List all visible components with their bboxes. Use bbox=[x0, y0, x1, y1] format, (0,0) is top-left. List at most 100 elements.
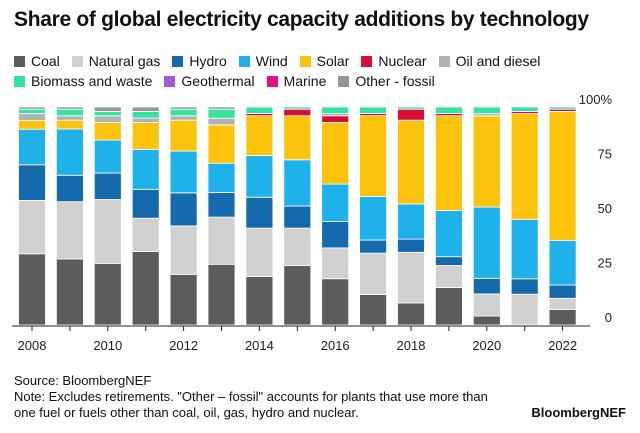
y-tick-label: 75 bbox=[598, 147, 612, 162]
bar-segment bbox=[283, 265, 312, 326]
bar-segment bbox=[131, 188, 160, 219]
bar-segment bbox=[56, 201, 84, 260]
source-note: Source: BloombergNEF bbox=[14, 373, 152, 388]
y-tick-label: 100% bbox=[579, 92, 613, 107]
bar-segment bbox=[169, 115, 198, 121]
bar-segment bbox=[169, 273, 198, 326]
bar-segment bbox=[472, 293, 501, 317]
x-tick-label: 2018 bbox=[397, 338, 426, 353]
x-tick-label: 2008 bbox=[18, 338, 47, 353]
bar-segment bbox=[510, 106, 539, 112]
bar-segment bbox=[131, 148, 160, 190]
bar-segment bbox=[93, 106, 122, 112]
legend-swatch bbox=[361, 55, 373, 67]
bar-segment bbox=[397, 302, 425, 326]
bar-segment bbox=[245, 276, 274, 326]
bar-segment bbox=[18, 119, 46, 130]
bar-segment bbox=[245, 227, 274, 277]
legend-label: Hydro bbox=[189, 53, 227, 69]
legend-label: Other - fossil bbox=[355, 73, 435, 89]
bar-segment bbox=[321, 183, 350, 222]
legend-item: Marine bbox=[266, 73, 327, 89]
legend-swatch bbox=[266, 75, 278, 87]
bar-segment bbox=[397, 106, 425, 110]
bar-segment bbox=[359, 294, 388, 326]
bar-segment bbox=[131, 111, 160, 119]
bar-segment bbox=[434, 287, 463, 326]
legend-label: Geothermal bbox=[181, 73, 255, 89]
bar-segment bbox=[434, 115, 463, 211]
bar-segment bbox=[18, 108, 46, 114]
bar-segment bbox=[93, 122, 122, 141]
legend-item: Natural gas bbox=[71, 53, 161, 69]
legend-item: Wind bbox=[238, 53, 288, 69]
bar-segment bbox=[56, 258, 84, 326]
bar-segment bbox=[359, 106, 388, 114]
legend-item: Coal bbox=[14, 53, 60, 69]
bar-segment bbox=[18, 199, 46, 255]
bar-segment bbox=[245, 196, 274, 229]
bar-segment bbox=[207, 124, 236, 164]
bar-segment bbox=[207, 117, 236, 126]
bar-segment bbox=[56, 115, 84, 121]
bar-segment bbox=[245, 154, 274, 198]
bar-segment bbox=[245, 115, 274, 156]
legend-item: Solar bbox=[299, 53, 349, 69]
bar-segment bbox=[131, 217, 160, 252]
bar-segment bbox=[510, 278, 539, 295]
bar-segment bbox=[397, 119, 425, 205]
bar-segment bbox=[93, 139, 122, 174]
legend-label: Marine bbox=[283, 73, 327, 89]
x-tick-label: 2012 bbox=[169, 338, 198, 353]
bar-segment bbox=[169, 108, 198, 117]
bar-segment bbox=[93, 172, 122, 200]
legend-label: Biomass and waste bbox=[31, 73, 153, 89]
bar-segment bbox=[397, 238, 425, 253]
bar-segment bbox=[510, 293, 539, 326]
legend-swatch bbox=[238, 55, 250, 67]
footnote-line-2: one fuel or fuels other than coal, oil, … bbox=[14, 405, 359, 420]
bar-segment bbox=[207, 191, 236, 218]
bar-segment bbox=[548, 111, 577, 241]
legend-label: Nuclear bbox=[378, 53, 427, 69]
y-tick-label: 50 bbox=[598, 201, 612, 216]
bar-segment bbox=[510, 113, 539, 220]
bar-segment bbox=[56, 119, 84, 130]
y-tick-label: 0 bbox=[605, 310, 612, 325]
bar-segment bbox=[434, 256, 463, 266]
bar-segment bbox=[321, 247, 350, 280]
bar-segment bbox=[359, 195, 388, 241]
bar-segment bbox=[472, 315, 501, 326]
legend-label: Coal bbox=[31, 53, 60, 69]
bar-segment bbox=[131, 251, 160, 326]
legend-row: Coal Natural gas Hydro Wind Solar Nuclear Oil … bbox=[14, 52, 574, 70]
bar-segment bbox=[18, 164, 46, 201]
y-tick-label: 25 bbox=[598, 256, 612, 271]
legend-item: Hydro bbox=[172, 53, 227, 69]
chart-title: Share of global electricity capacity add… bbox=[14, 8, 589, 31]
legend-item: Oil and diesel bbox=[438, 53, 540, 69]
bar-segment bbox=[207, 216, 236, 265]
legend-label: Natural gas bbox=[88, 53, 161, 69]
bar-segment bbox=[283, 159, 312, 207]
bar-segment bbox=[548, 297, 577, 310]
bar-segment bbox=[321, 122, 350, 185]
legend-item: Geothermal bbox=[164, 73, 255, 89]
bar-segment bbox=[434, 210, 463, 258]
bar-segment bbox=[397, 108, 425, 121]
bar-segment bbox=[131, 117, 160, 123]
bar-segment bbox=[207, 108, 236, 119]
bar-segment bbox=[207, 263, 236, 326]
bar-segment bbox=[18, 253, 46, 326]
bar-segment bbox=[359, 239, 388, 254]
legend-item: Other - fossil bbox=[338, 73, 435, 89]
bars-group bbox=[18, 106, 577, 326]
bar-segment bbox=[18, 113, 46, 121]
legend-swatch bbox=[71, 55, 83, 67]
bar-segment bbox=[93, 199, 122, 264]
legend-swatch bbox=[172, 55, 184, 67]
x-tick-label: 2020 bbox=[472, 338, 501, 353]
bar-segment bbox=[397, 203, 425, 240]
bar-segment bbox=[548, 106, 577, 110]
legend-swatch bbox=[14, 55, 25, 67]
